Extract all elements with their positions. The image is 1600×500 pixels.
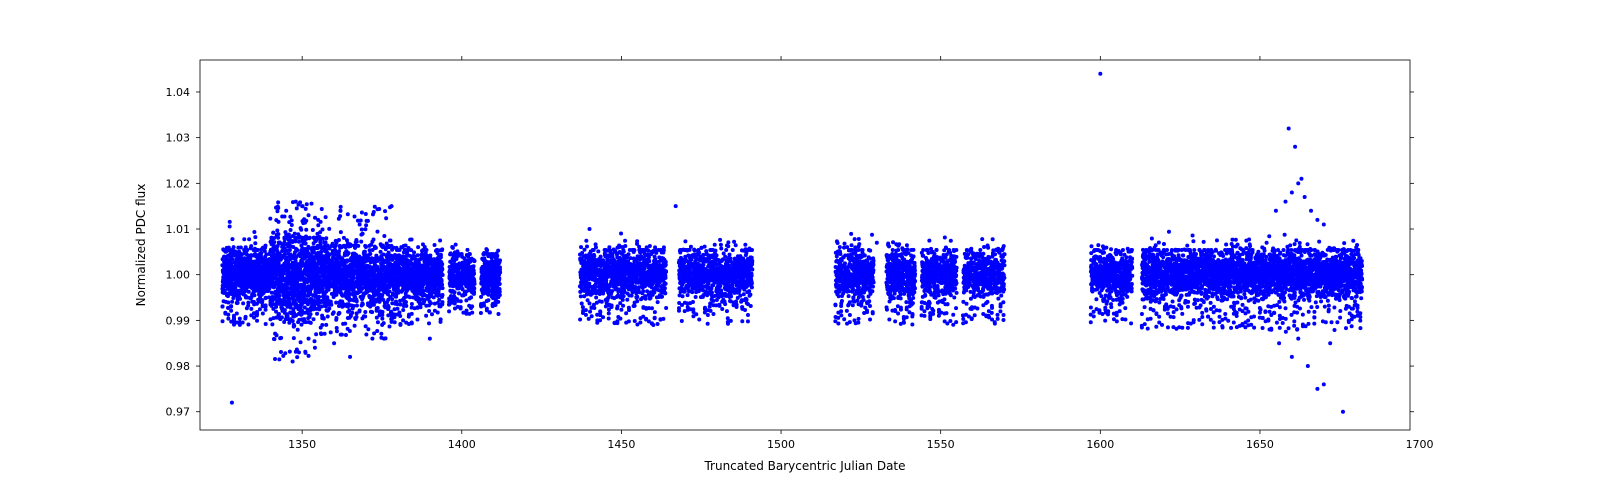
svg-text:1.00: 1.00 xyxy=(166,269,191,282)
svg-text:1700: 1700 xyxy=(1406,438,1434,451)
light-curve-chart: 1350 1400 1450 1500 1550 1600 1650 1700 0.97 0.98… xyxy=(0,0,1600,500)
svg-text:1.01: 1.01 xyxy=(166,223,191,236)
svg-text:1450: 1450 xyxy=(607,438,635,451)
svg-text:0.99: 0.99 xyxy=(166,314,191,327)
svg-text:1.04: 1.04 xyxy=(166,86,191,99)
svg-text:1350: 1350 xyxy=(288,438,316,451)
svg-text:0.97: 0.97 xyxy=(166,406,191,419)
svg-text:1400: 1400 xyxy=(448,438,476,451)
svg-text:1500: 1500 xyxy=(767,438,795,451)
svg-text:1550: 1550 xyxy=(927,438,955,451)
svg-text:0.98: 0.98 xyxy=(166,360,191,373)
svg-text:Truncated Barycentric Julian D: Truncated Barycentric Julian Date xyxy=(703,459,905,473)
svg-text:1600: 1600 xyxy=(1086,438,1114,451)
chart-svg: 1350 1400 1450 1500 1550 1600 1650 1700 0.97 0.98… xyxy=(0,0,1600,500)
svg-text:Normalized PDC flux: Normalized PDC flux xyxy=(134,184,148,307)
svg-text:1650: 1650 xyxy=(1246,438,1274,451)
svg-text:1.02: 1.02 xyxy=(166,177,191,190)
svg-text:1.03: 1.03 xyxy=(166,132,191,145)
